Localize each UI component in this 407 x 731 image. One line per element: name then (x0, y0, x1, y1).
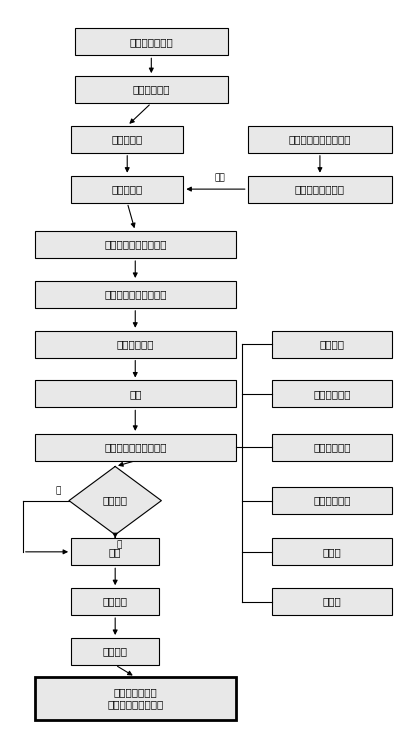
FancyBboxPatch shape (35, 281, 236, 308)
Text: 开展实际应用试验检测: 开展实际应用试验检测 (104, 442, 166, 452)
FancyBboxPatch shape (71, 175, 184, 202)
FancyBboxPatch shape (71, 588, 160, 616)
FancyBboxPatch shape (35, 677, 236, 720)
Text: 干燥: 干燥 (129, 389, 142, 399)
FancyBboxPatch shape (247, 175, 392, 202)
FancyBboxPatch shape (272, 433, 392, 461)
FancyBboxPatch shape (75, 29, 228, 56)
FancyBboxPatch shape (71, 538, 160, 565)
Text: 配制培养基: 配制培养基 (112, 135, 143, 144)
Polygon shape (69, 466, 161, 535)
Text: 大型真菌菌丝体
可降解缓冲材料产品: 大型真菌菌丝体 可降解缓冲材料产品 (107, 688, 163, 709)
Text: 转接获取液体菌种: 转接获取液体菌种 (295, 184, 345, 194)
Text: 入模、灭菌: 入模、灭菌 (112, 184, 143, 194)
FancyBboxPatch shape (272, 487, 392, 514)
FancyBboxPatch shape (75, 76, 228, 103)
Text: 优: 优 (116, 540, 122, 550)
Text: 接种: 接种 (214, 173, 225, 182)
FancyBboxPatch shape (35, 433, 236, 461)
Text: 耐水性: 耐水性 (323, 547, 341, 557)
FancyBboxPatch shape (35, 380, 236, 407)
Text: 添加基质营养: 添加基质营养 (133, 85, 170, 94)
Text: 工艺定型: 工艺定型 (103, 646, 128, 656)
FancyBboxPatch shape (272, 330, 392, 357)
Text: 静态压缩性能: 静态压缩性能 (313, 389, 351, 399)
Text: 粉碎农林业废料: 粉碎农林业废料 (129, 37, 173, 47)
FancyBboxPatch shape (35, 330, 236, 357)
FancyBboxPatch shape (71, 638, 160, 665)
Text: 中试: 中试 (109, 547, 121, 557)
Text: 从大型真菌中获取母种: 从大型真菌中获取母种 (289, 135, 351, 144)
FancyBboxPatch shape (35, 231, 236, 258)
FancyBboxPatch shape (71, 126, 184, 153)
Text: 耐久性: 耐久性 (323, 596, 341, 607)
Text: 工业试产: 工业试产 (103, 596, 128, 607)
FancyBboxPatch shape (272, 588, 392, 616)
Text: 劣: 劣 (56, 486, 61, 495)
Text: 性能评价: 性能评价 (103, 496, 128, 506)
FancyBboxPatch shape (272, 538, 392, 565)
Text: 特定条件下接种、培养: 特定条件下接种、培养 (104, 240, 166, 249)
Text: 菌丝体基包装材料成型: 菌丝体基包装材料成型 (104, 289, 166, 300)
FancyBboxPatch shape (247, 126, 392, 153)
FancyBboxPatch shape (272, 380, 392, 407)
Text: 三点弯曲性能: 三点弯曲性能 (313, 442, 351, 452)
Text: 密度检测: 密度检测 (319, 339, 344, 349)
Text: 隔音降噪效果: 隔音降噪效果 (313, 496, 351, 506)
Text: 脱模、再生长: 脱模、再生长 (116, 339, 154, 349)
